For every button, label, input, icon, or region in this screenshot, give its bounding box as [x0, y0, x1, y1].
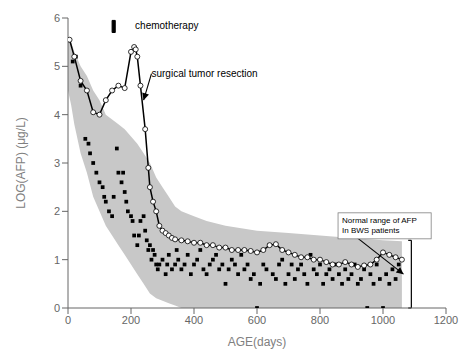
svg-text:600: 600 [248, 314, 266, 326]
svg-text:LOG(AFP) (μg/L): LOG(AFP) (μg/L) [14, 117, 28, 209]
svg-text:5: 5 [54, 60, 60, 72]
svg-text:0: 0 [65, 314, 71, 326]
svg-text:200: 200 [122, 314, 140, 326]
svg-text:2: 2 [54, 205, 60, 217]
svg-text:3: 3 [54, 157, 60, 169]
svg-text:0: 0 [54, 302, 60, 314]
svg-text:1200: 1200 [434, 314, 458, 326]
svg-text:400: 400 [185, 314, 203, 326]
svg-text:AGE(days): AGE(days) [228, 335, 287, 349]
svg-text:1000: 1000 [371, 314, 395, 326]
svg-text:1: 1 [54, 254, 60, 266]
svg-text:chemotherapy: chemotherapy [135, 20, 198, 31]
svg-text:6: 6 [54, 12, 60, 24]
svg-text:4: 4 [54, 109, 60, 121]
svg-text:Normal range of AFPIn BWS pati: Normal range of AFPIn BWS patients [342, 216, 417, 235]
svg-text:surgical tumor resection: surgical tumor resection [151, 68, 257, 79]
svg-text:800: 800 [311, 314, 329, 326]
